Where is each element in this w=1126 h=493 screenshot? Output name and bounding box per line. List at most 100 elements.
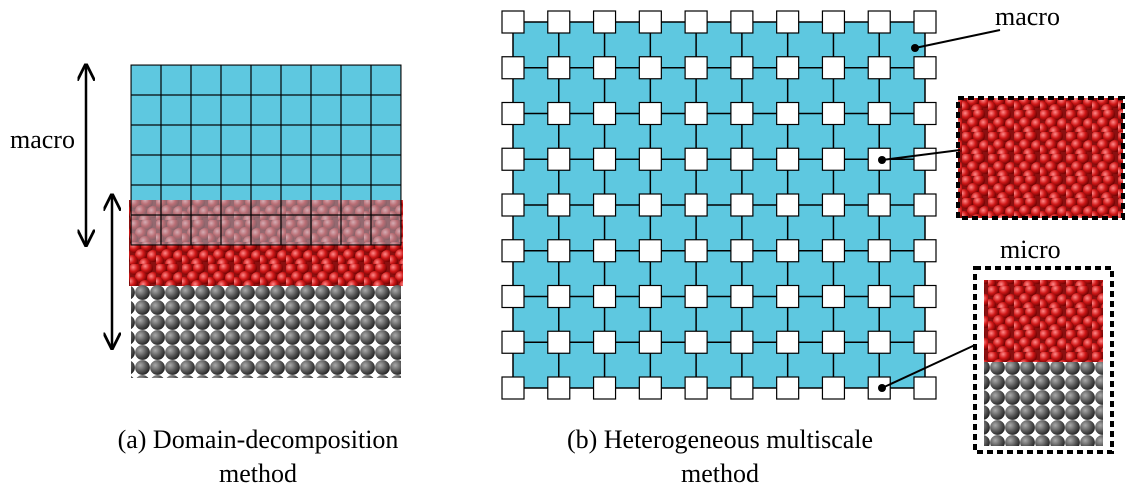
micro-cell [684, 284, 708, 309]
micro-cell [867, 284, 891, 309]
callout-dot [878, 384, 886, 392]
micro-cell [730, 376, 754, 400]
micro-cell [684, 147, 708, 171]
micro-cell [638, 284, 662, 309]
micro-cell [547, 147, 571, 171]
micro-cell [913, 239, 937, 263]
callout-dot [911, 44, 919, 52]
caption-b-line1: (b) Heterogeneous multiscale [567, 425, 873, 454]
micro-cell [684, 193, 708, 217]
micro-cell [867, 330, 891, 354]
micro-cell [867, 239, 891, 263]
micro-cell [684, 239, 708, 263]
micro-cell [592, 193, 617, 217]
micro-cell [547, 284, 571, 309]
micro-cell [730, 101, 754, 126]
micro-cell [913, 376, 937, 400]
micro-cell [638, 330, 662, 354]
micro-cell [638, 239, 662, 263]
micro-cell [592, 10, 617, 34]
micro-cell [547, 239, 571, 263]
micro-cell [776, 193, 800, 217]
micro-cell [592, 376, 617, 400]
micro-cell [547, 376, 571, 400]
micro-cell [684, 56, 708, 80]
micro-cell [730, 239, 754, 263]
caption-a-line2: method [219, 459, 297, 488]
micro-cell [776, 56, 800, 80]
micro-cell [913, 147, 937, 171]
micro-cell [821, 284, 846, 309]
micro-cell [501, 147, 525, 171]
micro-cell [913, 10, 937, 34]
callout-line [881, 149, 961, 161]
micro-cell [638, 147, 662, 171]
micro-cell [776, 330, 800, 354]
micro-cell [501, 330, 525, 354]
micro-cell [913, 330, 937, 354]
micro-cell [821, 193, 846, 217]
micro-cell [638, 376, 662, 400]
gray-atoms [984, 362, 1103, 446]
micro-cell [501, 56, 525, 80]
micro-cell [776, 376, 800, 400]
micro-cell [730, 284, 754, 309]
macro-callout-label: macro [995, 2, 1060, 31]
micro-cell [547, 193, 571, 217]
micro-cell [821, 239, 846, 263]
micro-cell [867, 56, 891, 80]
micro-cell [592, 284, 617, 309]
micro-cell [638, 56, 662, 80]
micro-cell [547, 10, 571, 34]
macro-grid [130, 64, 402, 246]
panel-a: macro (a) Domain-decomposition method [10, 65, 403, 488]
micro-cell [501, 10, 525, 34]
caption-b-line2: method [681, 459, 759, 488]
micro-cell [776, 284, 800, 309]
red-atoms [984, 280, 1103, 362]
micro-cell [684, 330, 708, 354]
micro-cell [867, 193, 891, 217]
micro-cell [592, 56, 617, 80]
callout-dot [878, 156, 886, 164]
gray-atoms [131, 285, 401, 378]
micro-cell [821, 147, 846, 171]
micro-label: micro [1000, 235, 1061, 264]
micro-cell [821, 10, 846, 34]
micro-cell [821, 101, 846, 126]
caption-a-line1: (a) Domain-decomposition [118, 425, 399, 454]
callout-line [914, 29, 1001, 49]
micro-cell [592, 101, 617, 126]
panel-b [501, 10, 937, 400]
micro-cell [684, 376, 708, 400]
micro-cell [730, 56, 754, 80]
micro-cell [501, 376, 525, 400]
micro-cell [547, 330, 571, 354]
micro-cell [501, 193, 525, 217]
micro-cell [501, 101, 525, 126]
micro-cell [547, 101, 571, 126]
micro-cell [684, 101, 708, 126]
panel-b-callouts: macro micro (b) Heterogeneous multiscale… [567, 2, 1125, 488]
micro-cell [821, 376, 846, 400]
micro-cell [776, 147, 800, 171]
micro-cell [730, 193, 754, 217]
micro-cell [821, 330, 846, 354]
micro-cell [776, 239, 800, 263]
micro-cell [592, 239, 617, 263]
micro-cell [730, 10, 754, 34]
micro-cell [638, 101, 662, 126]
micro-cell [592, 330, 617, 354]
macro-label: macro [10, 125, 75, 154]
micro-cell [547, 56, 571, 80]
micro-cell [867, 101, 891, 126]
micro-cell [501, 284, 525, 309]
micro-cell [913, 101, 937, 126]
micro-cell [730, 330, 754, 354]
micro-cell [684, 10, 708, 34]
micro-cell [638, 193, 662, 217]
callout-line [881, 344, 976, 389]
micro-cell [821, 56, 846, 80]
micro-cell [776, 10, 800, 34]
